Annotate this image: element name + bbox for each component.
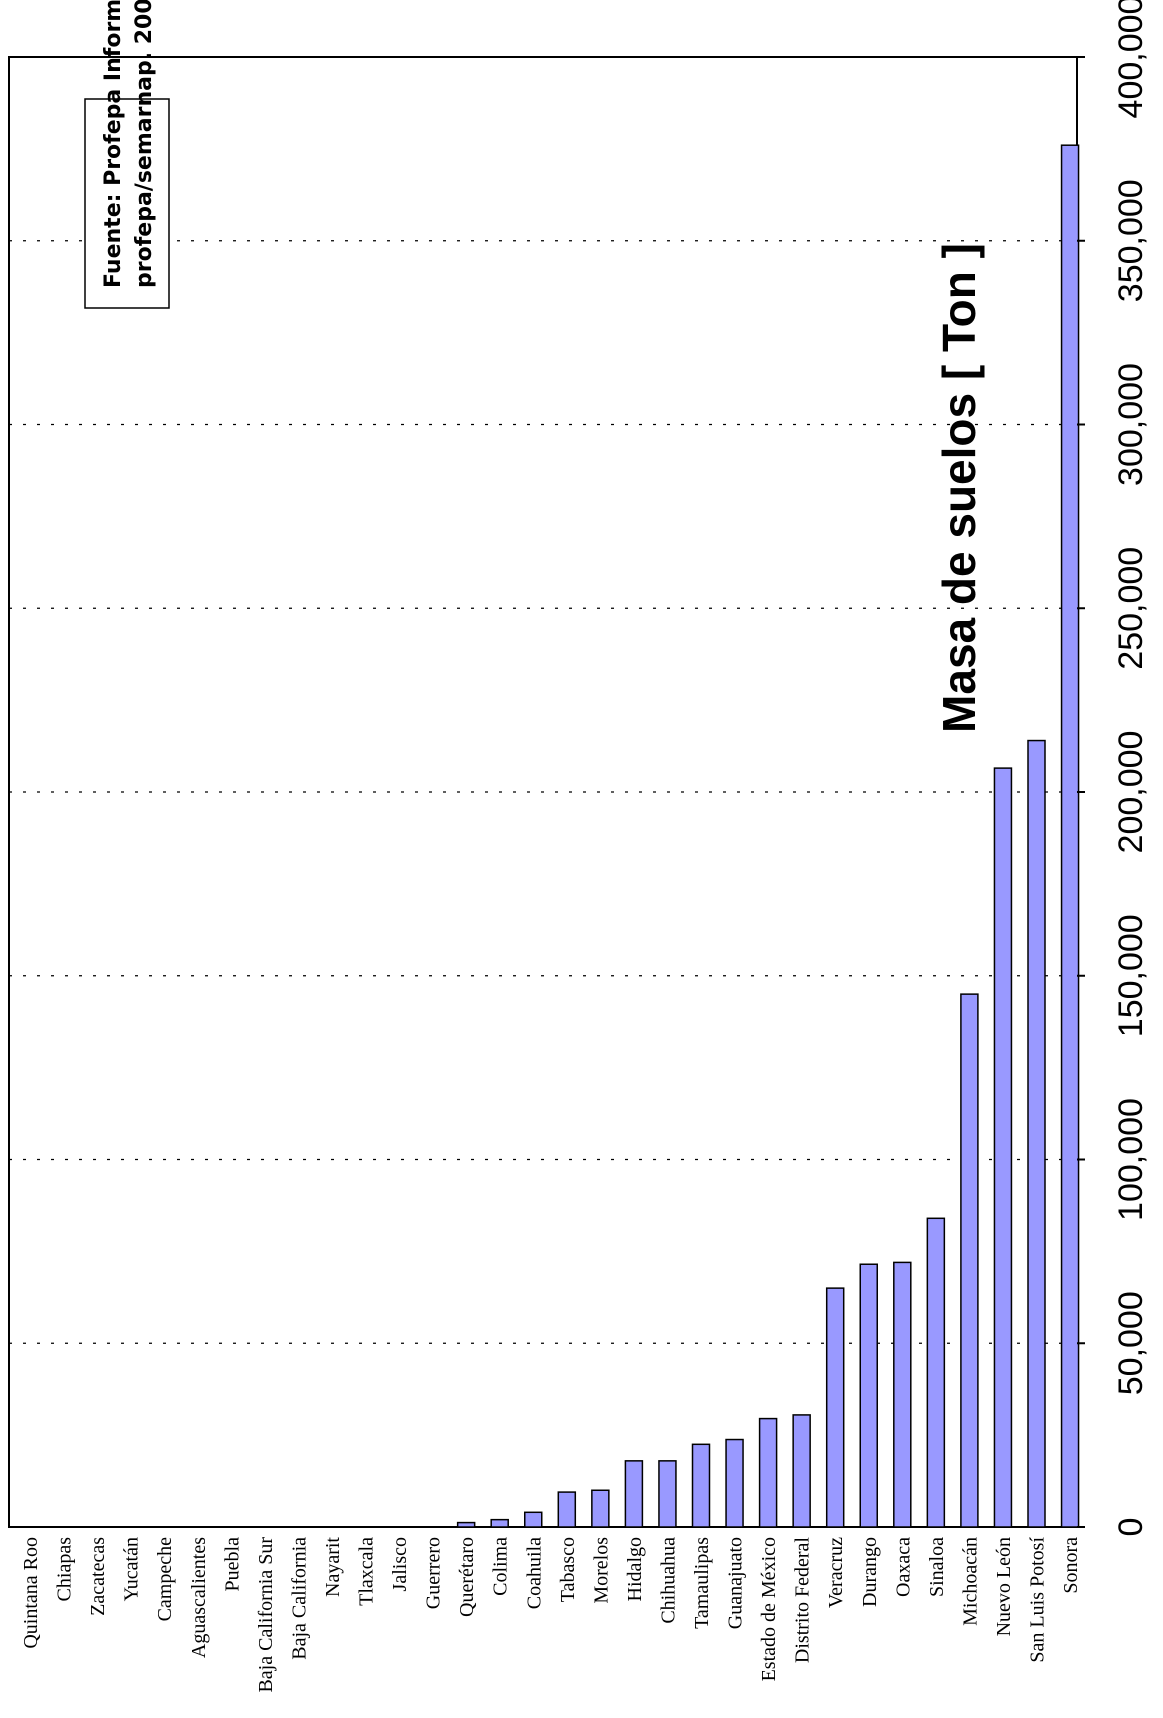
category-label: Puebla [221,1537,243,1592]
category-label: Aguascalientes [188,1537,210,1658]
bar [993,767,1013,1528]
category-label: Sonora [1060,1537,1082,1594]
tick-label: 200,000 [1112,731,1150,854]
category-label: Zacatecas [87,1537,109,1616]
category-label: Hidalgo [624,1537,646,1601]
category-label: Jalisco [389,1537,411,1591]
category-label: Durango [859,1537,881,1607]
gridlines [9,240,1077,1344]
category-label: San Luis Potosí [1027,1537,1049,1663]
bar [524,1511,543,1528]
tick-label: 0 [1112,1518,1150,1537]
value-axis-label: Masa de suelos [ Ton ] [933,243,985,733]
tick-label: 50,000 [1112,1291,1150,1395]
category-label: Tabasco [557,1537,579,1602]
category-label: Chihuahua [657,1537,679,1624]
category-label: Tamaulipas [691,1537,713,1629]
category-label: Nayarit [322,1537,344,1597]
bar [624,1460,644,1528]
category-label: Morelos [590,1537,612,1604]
category-label: Michoacán [959,1537,981,1626]
bar [758,1417,778,1528]
tick-label: 150,000 [1112,914,1150,1037]
bar [658,1460,677,1528]
category-label: Colima [490,1537,512,1596]
tick-label: 300,000 [1112,363,1150,486]
bar [557,1491,577,1528]
category-label: Baja California [288,1537,310,1660]
category-label: Distrito Federal [792,1537,814,1664]
bar [859,1263,878,1528]
bars [456,144,1080,1528]
category-label: Campeche [154,1537,176,1622]
category-label: Nuevo León [993,1537,1015,1636]
source-annotation: Fuente: Profepa Informe 1995-2000. profe… [84,0,170,309]
category-label: Baja California Sur [255,1537,277,1693]
tick-label: 100,000 [1112,1098,1150,1221]
tick-label: 250,000 [1112,547,1150,670]
category-label: Estado de México [758,1537,780,1681]
category-label: Sinaloa [926,1537,948,1597]
bar [591,1489,610,1528]
annotation-line-1: Fuente: Profepa Informe 1995-2000. [101,0,126,288]
bar [792,1414,811,1528]
category-label: Guerrero [423,1537,445,1609]
bar [1027,739,1046,1528]
bar [1060,144,1080,1528]
category-label: Quintana Roo [20,1537,42,1649]
annotation-line-2: profepa/semarnap. 2000. [132,0,157,288]
tick-label: 350,000 [1112,179,1150,302]
value-axis-ticks: 0 50,000 100,000 150,000 200,000 250,000 300,0… [1077,0,1150,1536]
bar [490,1518,509,1528]
bar [691,1443,711,1528]
category-labels: Quintana Roo Chiapas Zacatecas Yucatán Campe… [20,1537,1082,1693]
bar [926,1217,946,1528]
category-label: Chiapas [54,1537,76,1602]
bar [825,1287,845,1528]
category-label: Tlaxcala [356,1537,378,1606]
bar [456,1521,476,1528]
category-label: Veracruz [825,1537,847,1608]
annotation-box [84,98,170,309]
bar [893,1261,912,1528]
category-label: Yucatán [121,1537,143,1601]
bar [960,993,979,1528]
category-label: Oaxaca [892,1537,914,1597]
bar [725,1438,744,1528]
category-label: Coahuila [523,1537,545,1609]
tick-label: 400,000 [1112,0,1150,118]
category-label: Querétaro [456,1537,478,1617]
category-label: Guanajuato [725,1537,747,1629]
